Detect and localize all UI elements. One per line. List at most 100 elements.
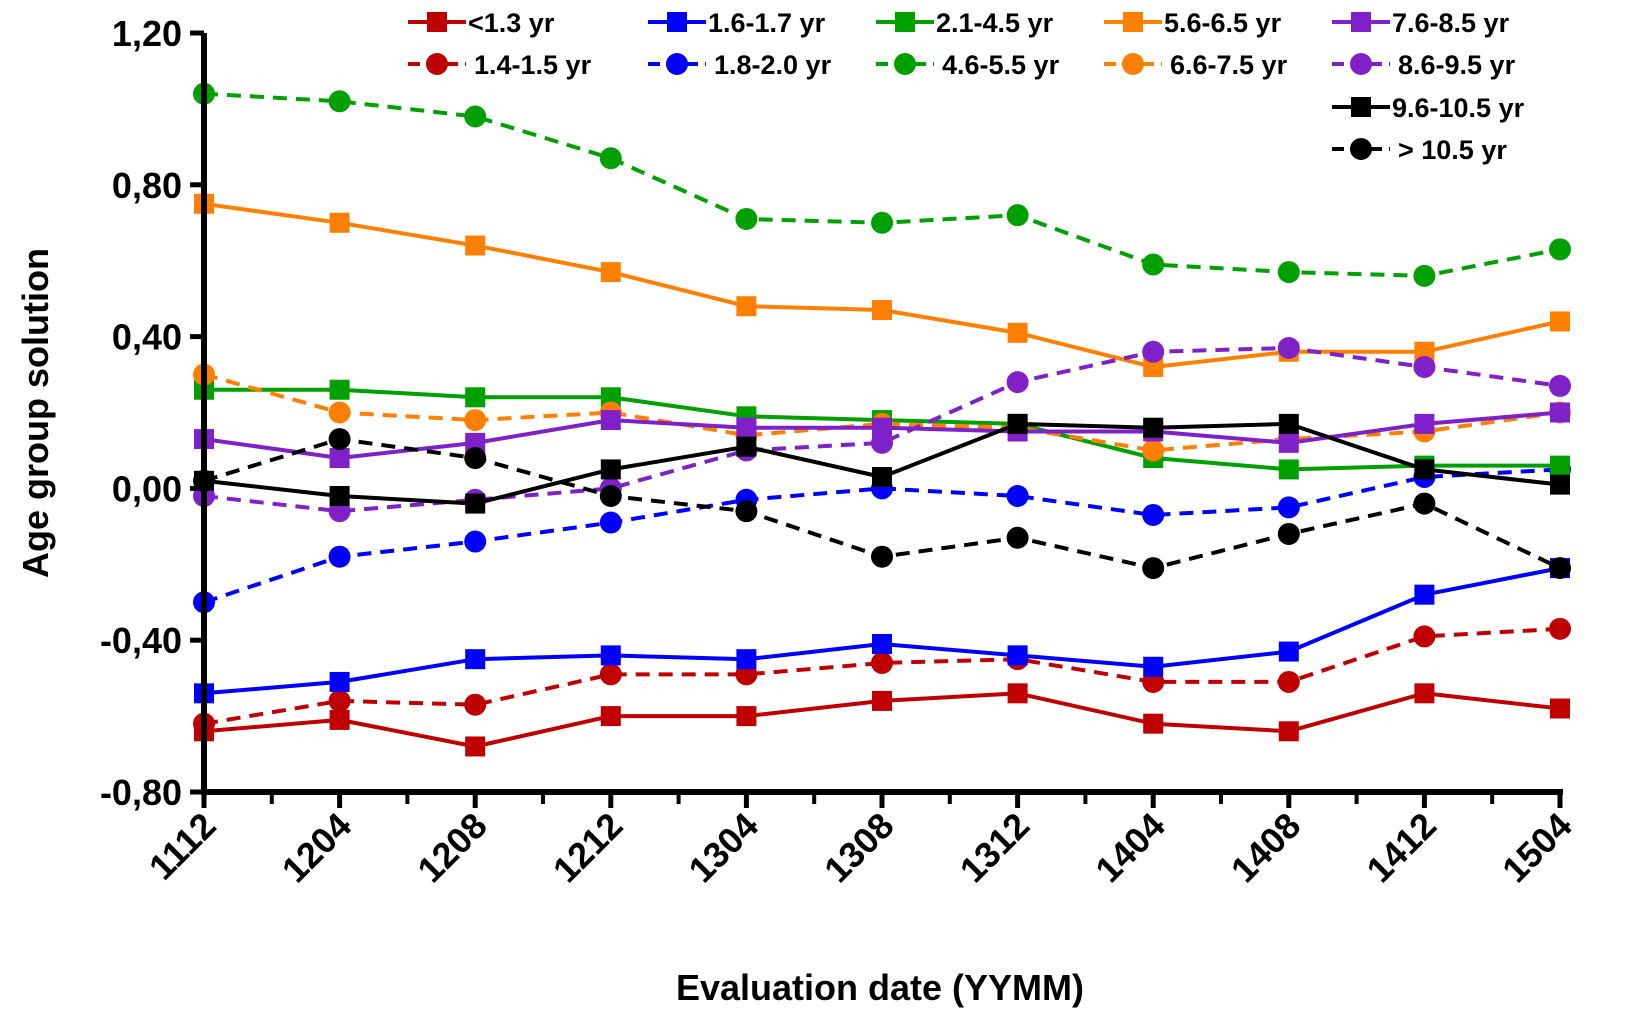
data-point (329, 671, 350, 692)
y-tick-label: -0,40 (100, 620, 182, 661)
data-point (871, 545, 893, 568)
data-point (1550, 698, 1570, 719)
legend-label: 5.6-6.5 yr (1164, 8, 1282, 38)
data-point (1006, 526, 1029, 549)
data-point (599, 663, 622, 686)
data-point (872, 633, 892, 654)
data-point (328, 545, 351, 568)
data-point (1007, 683, 1028, 704)
data-point (1143, 656, 1164, 677)
legend-label: 7.6-8.5 yr (1392, 8, 1510, 38)
data-point (736, 417, 757, 438)
legend-label: 9.6-10.5 yr (1392, 93, 1525, 123)
data-point (465, 235, 486, 256)
data-point (329, 485, 350, 506)
legend-marker (426, 53, 448, 75)
data-point (1549, 374, 1571, 397)
data-point (1277, 336, 1300, 359)
legend-item: 1.4-1.5 yr (408, 50, 592, 80)
data-point (1413, 264, 1436, 287)
y-tick-label: -0,80 (100, 772, 182, 813)
data-point (329, 379, 350, 400)
series-11 (193, 428, 1571, 580)
data-point (1006, 484, 1029, 507)
series-line (203, 626, 1561, 726)
legend-item: 6.6-7.5 yr (1104, 50, 1288, 80)
data-point (871, 651, 893, 674)
legend-marker (1350, 138, 1372, 160)
data-point (735, 500, 758, 523)
legend-label: 8.6-9.5 yr (1398, 50, 1516, 80)
data-point (464, 530, 487, 553)
legend-marker (895, 12, 915, 32)
legend-label: > 10.5 yr (1398, 135, 1507, 165)
series-0 (194, 683, 1570, 757)
data-point (1007, 322, 1028, 343)
data-point (600, 645, 621, 666)
series-10 (194, 413, 1570, 514)
data-point (464, 447, 487, 470)
legend-label: 6.6-7.5 yr (1170, 50, 1288, 80)
data-point (1550, 455, 1570, 476)
data-point (1549, 557, 1571, 580)
legend-item: 4.6-5.5 yr (876, 50, 1060, 80)
x-axis-title: Evaluation date (YYMM) (676, 967, 1084, 1008)
data-point (1414, 584, 1435, 605)
data-point (1277, 670, 1300, 693)
legend-item: 5.6-6.5 yr (1104, 8, 1282, 38)
x-tick-label: 1504 (1494, 805, 1580, 891)
legend-item: > 10.5 yr (1332, 135, 1507, 165)
data-point (464, 105, 487, 128)
x-tick-label: 1304 (680, 805, 766, 891)
data-point (1142, 340, 1165, 363)
data-point (1007, 645, 1028, 666)
data-point (1007, 413, 1028, 434)
legend-item: 1.6-1.7 yr (648, 8, 826, 38)
data-point (1549, 238, 1571, 261)
x-tick-label: 1408 (1223, 805, 1309, 891)
series-line (203, 566, 1561, 696)
data-point (1006, 371, 1029, 394)
data-point (872, 690, 892, 711)
data-point (1550, 474, 1570, 495)
data-point (1414, 341, 1435, 362)
x-tick-label: 1412 (1358, 805, 1444, 891)
data-point (1143, 417, 1164, 438)
data-point (600, 459, 621, 480)
x-tick-label: 1212 (545, 805, 631, 891)
y-tick-label: 0,40 (112, 317, 182, 358)
plot-lines (193, 82, 1571, 757)
data-point (1278, 432, 1299, 453)
data-point (1278, 641, 1299, 662)
x-tick-label: 1404 (1087, 805, 1173, 891)
legend-marker (1122, 53, 1144, 75)
data-point (465, 649, 486, 670)
legend-label: 2.1-4.5 yr (936, 8, 1054, 38)
series-5 (193, 82, 1571, 287)
legend-item: 1.8-2.0 yr (648, 50, 832, 80)
data-point (872, 417, 892, 438)
legend-item: 8.6-9.5 yr (1332, 50, 1516, 80)
data-point (465, 736, 486, 757)
legend-marker (427, 12, 447, 32)
data-point (1143, 713, 1164, 734)
data-point (328, 428, 351, 451)
data-point (1142, 253, 1165, 276)
legend-marker (1123, 12, 1143, 32)
data-point (1414, 459, 1435, 480)
data-point (736, 649, 757, 670)
y-tick-label: 1,20 (112, 13, 182, 54)
x-tick-label: 1208 (409, 805, 495, 891)
y-tick-label: 0,00 (112, 468, 182, 509)
data-point (465, 387, 486, 408)
legend-marker (894, 53, 916, 75)
data-point (735, 207, 758, 230)
legend-label: 1.4-1.5 yr (474, 50, 592, 80)
legend-label: <1.3 yr (468, 8, 555, 38)
data-point (600, 387, 621, 408)
legend-marker (1351, 12, 1371, 32)
data-point (465, 493, 486, 514)
data-point (600, 706, 621, 727)
series-2 (194, 558, 1570, 704)
data-point (464, 409, 487, 432)
